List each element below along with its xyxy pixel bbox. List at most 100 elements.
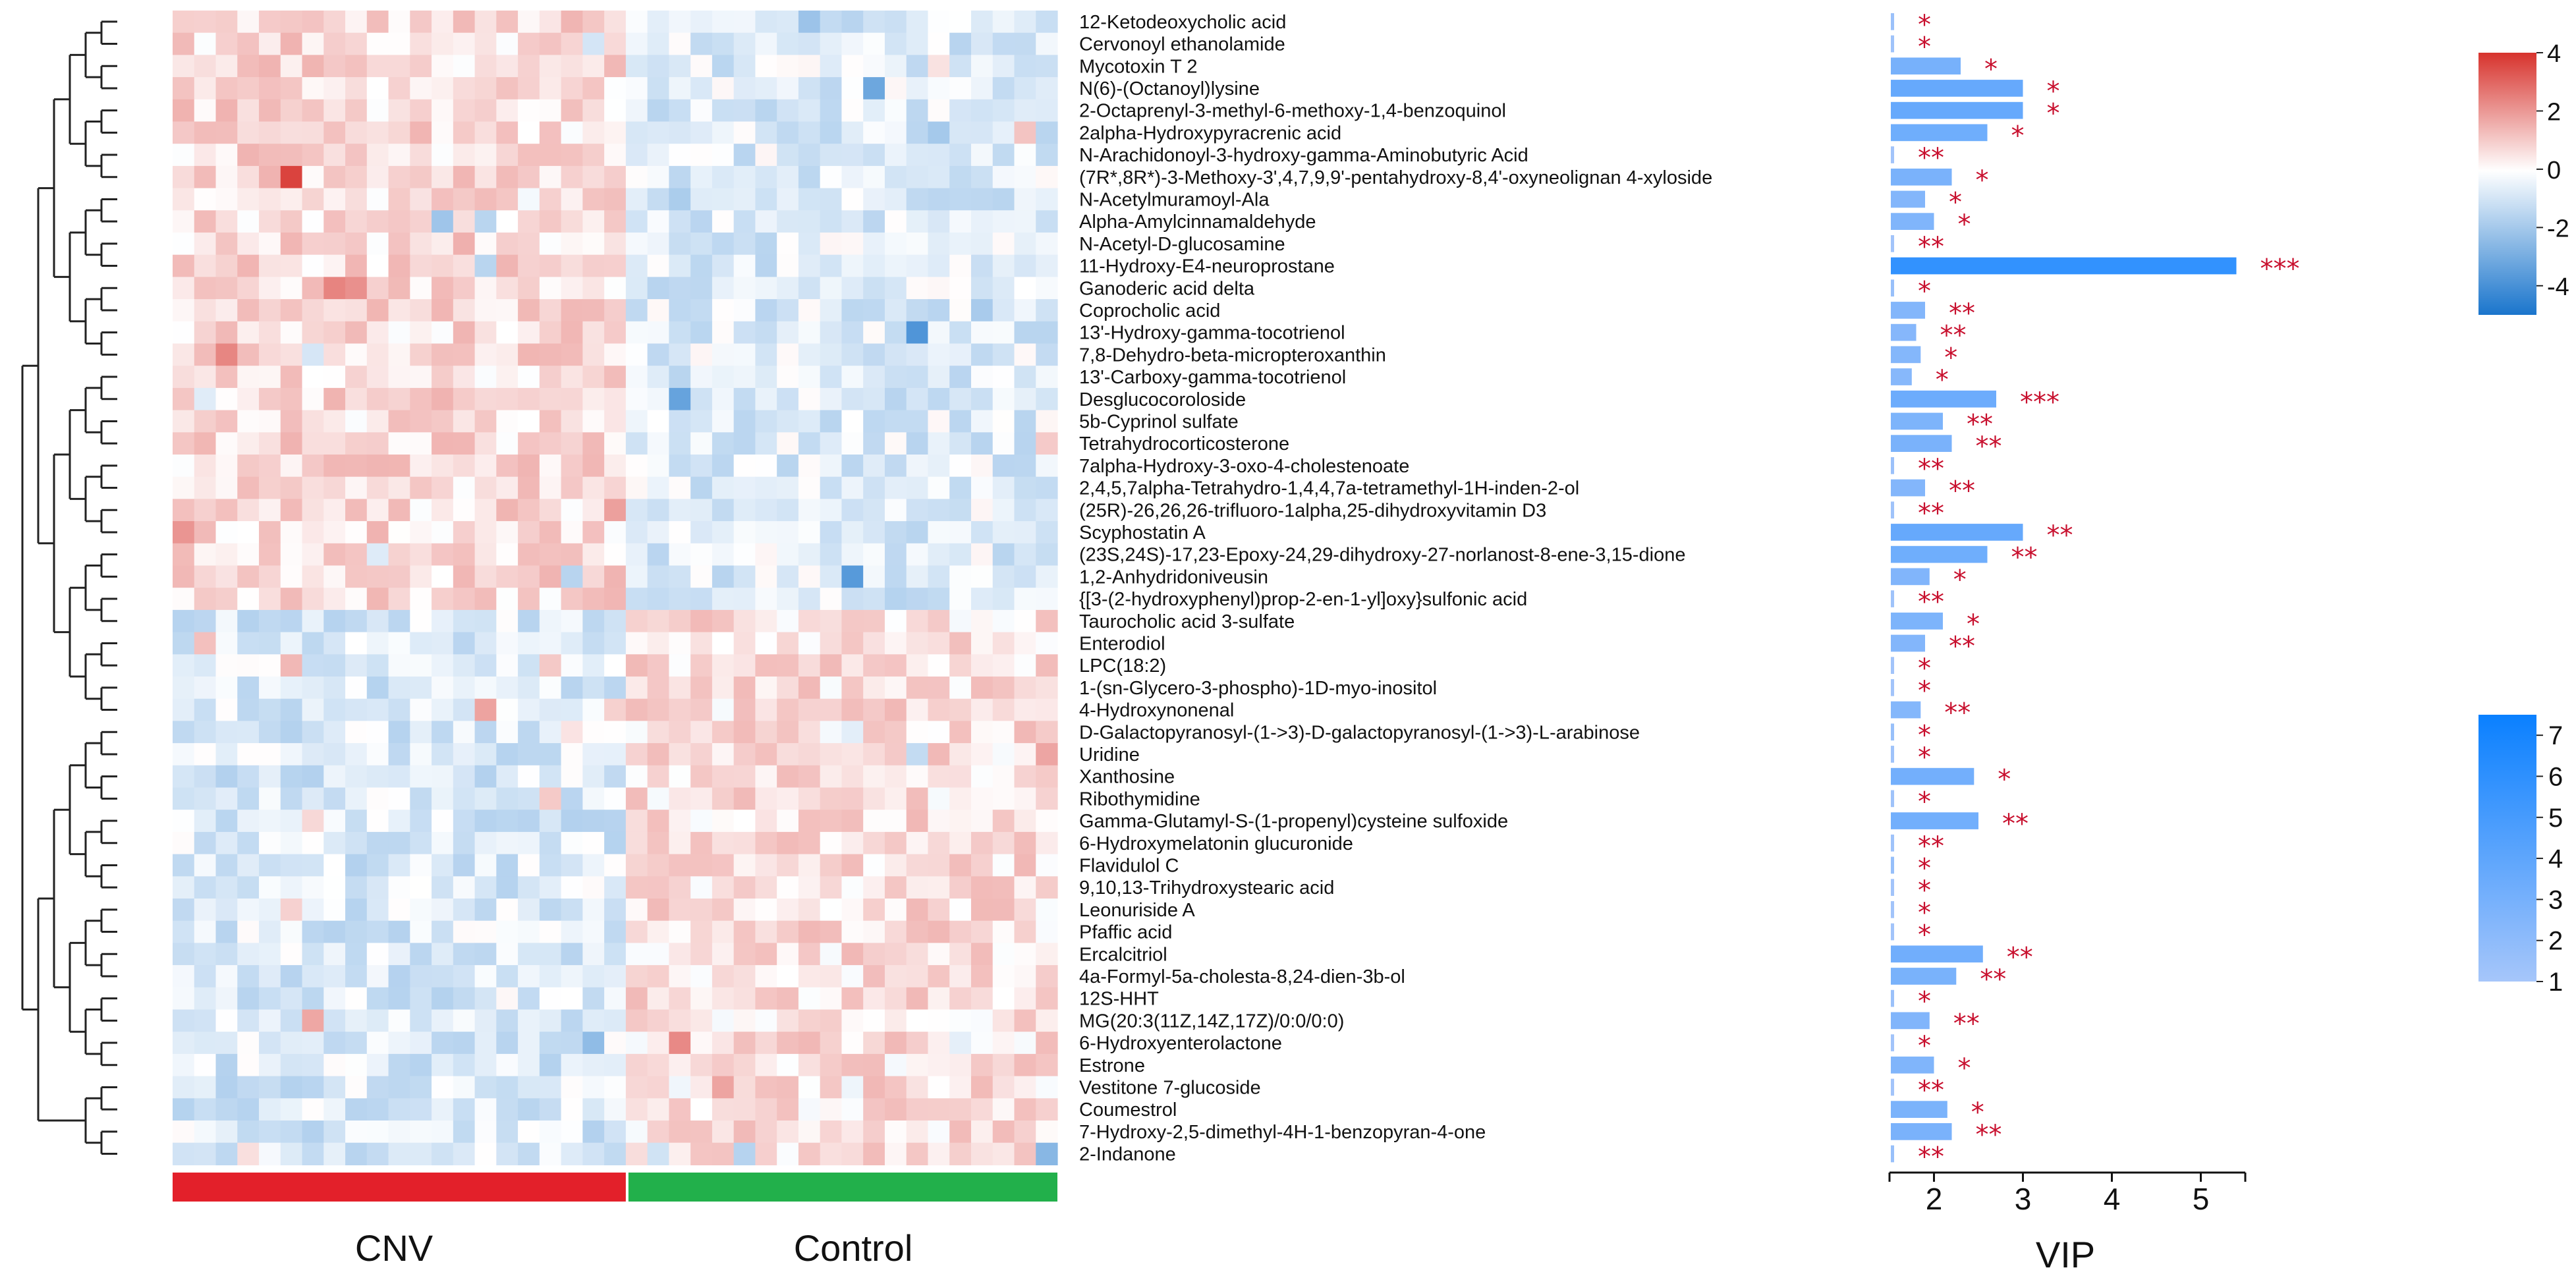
heatmap-cell	[906, 588, 929, 611]
heatmap-cell	[432, 943, 454, 966]
heatmap-cell	[302, 899, 324, 922]
heatmap-cell	[604, 254, 627, 277]
significance-mark: *	[1918, 276, 1931, 306]
heatmap-cell	[777, 1098, 799, 1121]
heatmap-cell	[1014, 810, 1036, 833]
heatmap-cell	[474, 455, 497, 478]
heatmap-cell	[474, 588, 497, 611]
heatmap-cell	[884, 698, 907, 721]
vip-legend-label: 1	[2548, 968, 2563, 997]
heatmap-cell	[518, 543, 540, 567]
heatmap-cell	[173, 521, 195, 544]
heatmap-cell	[755, 121, 777, 144]
heatmap-cell	[410, 1121, 432, 1144]
heatmap-cell	[1036, 165, 1058, 189]
heatmap-cell	[1014, 410, 1036, 433]
heatmap-cell	[647, 277, 669, 300]
heatmap-cell	[302, 1053, 324, 1077]
heatmap-cell	[539, 721, 562, 744]
heatmap-cell	[582, 876, 605, 899]
heatmap-cell	[453, 920, 476, 943]
heatmap-cell	[561, 854, 583, 877]
heatmap-cell	[798, 1053, 821, 1077]
heatmap-cell	[647, 1053, 669, 1077]
heatmap-cell	[949, 743, 972, 766]
heatmap-cell	[561, 121, 583, 144]
heatmap-cell	[992, 121, 1015, 144]
heatmap-cell	[884, 210, 907, 233]
heatmap-cell	[884, 1098, 907, 1121]
heatmap-cell	[345, 387, 368, 411]
heatmap-cell	[798, 876, 821, 899]
heatmap-cell	[970, 987, 994, 1011]
vip-tick-label: 5	[2193, 1182, 2210, 1216]
heatmap-cell	[410, 455, 432, 478]
heatmap-cell	[280, 1121, 303, 1144]
heatmap-cell	[582, 432, 605, 455]
heatmap-cell	[539, 765, 562, 789]
heatmap-legend-label: -2	[2547, 215, 2569, 242]
heatmap-cell	[992, 1121, 1015, 1144]
heatmap-cell	[345, 455, 368, 478]
heatmap-cell	[863, 1053, 885, 1077]
heatmap-cell	[841, 210, 864, 233]
heatmap-cell	[518, 876, 540, 899]
vip-bar	[1891, 879, 1894, 896]
heatmap-cell	[474, 831, 497, 855]
heatmap-cell	[173, 165, 195, 189]
heatmap-cell	[237, 99, 260, 123]
heatmap-cell	[432, 77, 454, 100]
heatmap-cell	[647, 654, 669, 677]
heatmap-cell	[237, 210, 260, 233]
heatmap-cell	[690, 1032, 713, 1055]
heatmap-cell	[366, 99, 389, 123]
heatmap-cell	[518, 77, 540, 100]
heatmap-cell	[798, 698, 821, 721]
heatmap-cell	[366, 588, 389, 611]
heatmap-cell	[863, 210, 885, 233]
heatmap-cell	[194, 609, 217, 633]
heatmap-cell	[733, 299, 756, 322]
heatmap-cell	[410, 565, 432, 588]
heatmap-cell	[539, 32, 562, 55]
heatmap-cell	[345, 876, 368, 899]
heatmap-cell	[690, 1053, 713, 1077]
heatmap-cell	[1014, 366, 1036, 389]
heatmap-cell	[259, 588, 281, 611]
vip-bar	[1891, 190, 1925, 208]
heatmap-cell	[474, 876, 497, 899]
heatmap-cell	[884, 743, 907, 766]
heatmap-cell	[992, 1098, 1015, 1121]
heatmap-cell	[259, 609, 281, 633]
heatmap-cell	[366, 233, 389, 256]
heatmap-cell	[820, 299, 843, 322]
heatmap-cell	[820, 987, 843, 1011]
heatmap-cell	[798, 765, 821, 789]
heatmap-cell	[539, 77, 562, 100]
heatmap-cell	[496, 899, 518, 922]
heatmap-cell	[669, 543, 691, 567]
heatmap-cell	[1014, 1053, 1036, 1077]
heatmap-cell	[561, 743, 583, 766]
heatmap-cell	[432, 698, 454, 721]
heatmap-cell	[215, 99, 238, 123]
heatmap-cell	[388, 987, 410, 1011]
heatmap-cell	[496, 721, 518, 744]
vip-bar	[1891, 945, 1983, 963]
heatmap-cell	[173, 1142, 195, 1165]
heatmap-cell	[410, 121, 432, 144]
heatmap-cell	[280, 810, 303, 833]
heatmap-cell	[474, 387, 497, 411]
heatmap-cell	[841, 121, 864, 144]
heatmap-cell	[970, 521, 994, 544]
heatmap-cell	[928, 654, 950, 677]
heatmap-cell	[884, 876, 907, 899]
heatmap-cell	[884, 765, 907, 789]
heatmap-cell	[625, 787, 648, 810]
vip-bar	[1891, 1078, 1894, 1096]
heatmap-cell	[237, 588, 260, 611]
heatmap-cell	[259, 943, 281, 966]
heatmap-cell	[259, 1009, 281, 1032]
heatmap-cell	[928, 277, 950, 300]
heatmap-cell	[755, 521, 777, 544]
